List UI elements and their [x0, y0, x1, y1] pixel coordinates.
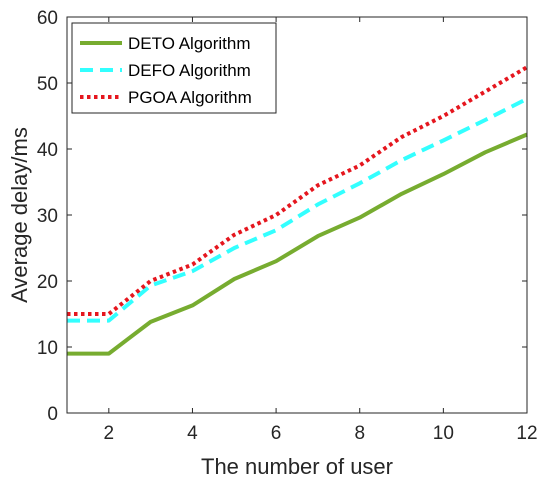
axes: 2 4 6 8 10 12 0 10 20 30 40 50 60	[37, 8, 538, 444]
series-line-1	[67, 132, 528, 356]
x-tick-label: 4	[187, 423, 198, 444]
legend-label-3: PGOA Algorithm	[128, 88, 252, 107]
y-tick-label: 40	[37, 140, 58, 161]
series-line-2	[67, 97, 528, 323]
y-tick-label: 20	[37, 272, 58, 293]
x-tick-label: 8	[354, 423, 365, 444]
y-tick-label: 60	[37, 8, 58, 29]
x-tick-label: 2	[104, 423, 115, 444]
y-axis-label: Average delay/ms	[7, 127, 32, 303]
x-tick-label: 12	[516, 423, 537, 444]
x-tick-label: 6	[271, 423, 282, 444]
legend-label-1: DETO Algorithm	[128, 34, 251, 53]
y-tick-label: 10	[37, 338, 58, 359]
series-line-3	[67, 65, 529, 316]
legend: DETO Algorithm DEFO Algorithm PGOA Algorit…	[71, 22, 277, 114]
y-tick-label: 30	[37, 206, 58, 227]
x-tick-label: 10	[433, 423, 454, 444]
plot-area	[67, 65, 529, 356]
x-axis-label: The number of user	[201, 454, 393, 479]
y-tick-label: 0	[47, 404, 58, 425]
y-tick-label: 50	[37, 74, 58, 95]
legend-label-2: DEFO Algorithm	[128, 61, 251, 80]
